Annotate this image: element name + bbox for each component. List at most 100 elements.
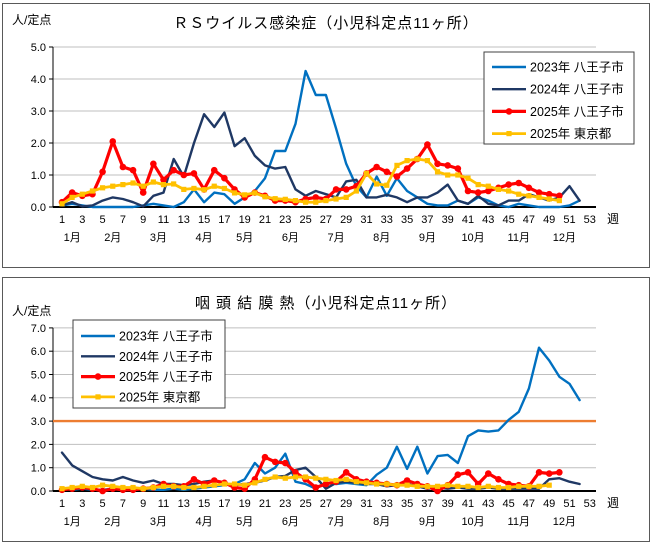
svg-text:41: 41 xyxy=(462,214,474,226)
x-axis-month-labels: 1月 2月 3月 4月 5月 6月 7月 8月 9月 10月 11月 12月 xyxy=(64,516,576,528)
svg-text:7: 7 xyxy=(120,214,126,226)
x-axis-month-labels: 1月 2月 3月 4月 5月 6月 7月 8月 9月 10月 11月 12月 xyxy=(64,232,576,244)
svg-text:51: 51 xyxy=(563,214,575,226)
svg-text:35: 35 xyxy=(401,214,413,226)
legend-item-2025-hachioji: 2025年 八王子市 xyxy=(81,369,213,384)
series-2025-tokyo-line xyxy=(59,474,552,492)
legend-item-2023-hachioji: 2023年 八王子市 xyxy=(492,60,624,75)
svg-text:1.0: 1.0 xyxy=(31,463,46,475)
svg-text:4.0: 4.0 xyxy=(31,74,46,86)
svg-text:35: 35 xyxy=(401,498,413,510)
svg-text:39: 39 xyxy=(442,498,454,510)
svg-text:13: 13 xyxy=(178,498,190,510)
svg-text:2025年 八王子市: 2025年 八王子市 xyxy=(119,369,213,384)
svg-text:17: 17 xyxy=(218,214,230,226)
svg-text:31: 31 xyxy=(360,498,372,510)
svg-text:33: 33 xyxy=(381,498,393,510)
svg-text:5月: 5月 xyxy=(236,232,253,244)
legend-item-2024-hachioji: 2024年 八王子市 xyxy=(492,82,624,97)
legend-item-2024-hachioji: 2024年 八王子市 xyxy=(81,349,213,364)
svg-text:51: 51 xyxy=(563,498,575,510)
legend-item-2023-hachioji: 2023年 八王子市 xyxy=(81,329,213,344)
svg-text:3.0: 3.0 xyxy=(31,416,46,428)
svg-text:4月: 4月 xyxy=(196,516,213,528)
svg-text:1月: 1月 xyxy=(64,516,81,528)
y-axis-tick-labels: 0.0 1.0 2.0 3.0 4.0 5.0 6.0 7.0 xyxy=(31,323,46,498)
svg-text:7.0: 7.0 xyxy=(31,323,46,335)
svg-text:53: 53 xyxy=(584,498,596,510)
svg-text:15: 15 xyxy=(198,498,210,510)
rs-virus-chart-plot: 0.01.02.03.04.05.01 3 5 7 9 11 13 15 17 19 21 23 25 2… xyxy=(31,42,635,244)
svg-text:4.0: 4.0 xyxy=(31,393,46,405)
series-2023-hachioji-line xyxy=(60,69,581,209)
svg-text:10月: 10月 xyxy=(461,516,484,528)
svg-text:15: 15 xyxy=(198,214,210,226)
x-axis-week-labels: 1 3 5 7 9 11 13 15 17 19 21 23 25 27 29 31 33 35 37 39 41 43 4… xyxy=(59,212,619,226)
svg-text:13: 13 xyxy=(178,214,190,226)
series-2025-tokyo-line xyxy=(59,156,562,207)
svg-text:2025年 東京都: 2025年 東京都 xyxy=(119,390,201,404)
svg-text:5.0: 5.0 xyxy=(31,370,46,382)
svg-text:29: 29 xyxy=(340,498,352,510)
svg-text:31: 31 xyxy=(360,214,372,226)
svg-text:2月: 2月 xyxy=(104,232,121,244)
pharyngoconjunctival-fever-chart-title: 咽 頭 結 膜 熱（小児科定点11ヶ所） xyxy=(194,295,458,312)
svg-text:7月: 7月 xyxy=(327,232,344,244)
svg-text:10月: 10月 xyxy=(461,232,484,244)
pharyngoconjunctival-fever-chart-plot: 0.01.02.03.04.05.06.07.01 3 5 7 9 11 13 15 17 19 2… xyxy=(31,319,619,528)
svg-text:2.0: 2.0 xyxy=(31,138,46,150)
svg-text:43: 43 xyxy=(482,214,494,226)
x-axis-unit-label: 週 xyxy=(607,212,619,226)
svg-text:41: 41 xyxy=(462,498,474,510)
svg-text:17: 17 xyxy=(218,498,230,510)
y-axis-unit-label: 人/定点 xyxy=(12,304,52,318)
svg-text:3月: 3月 xyxy=(150,232,167,244)
svg-text:2023年 八王子市: 2023年 八王子市 xyxy=(119,329,213,344)
legend-item-2025-tokyo: 2025年 東京都 xyxy=(81,390,201,404)
legend: 2023年 八王子市 2024年 八王子市 2025年 八王子市 2025年 東京都 xyxy=(72,319,226,409)
svg-text:5: 5 xyxy=(100,214,106,226)
svg-text:33: 33 xyxy=(381,214,393,226)
svg-text:9月: 9月 xyxy=(419,232,436,244)
svg-text:2.0: 2.0 xyxy=(31,439,46,451)
x-axis-week-labels: 1 3 5 7 9 11 13 15 17 19 21 23 25 27 29 31 33 35 37 39 41 43 4… xyxy=(59,496,619,510)
svg-text:45: 45 xyxy=(502,214,514,226)
svg-text:7月: 7月 xyxy=(327,516,344,528)
svg-text:4月: 4月 xyxy=(196,232,213,244)
svg-text:5.0: 5.0 xyxy=(31,42,46,54)
svg-text:6月: 6月 xyxy=(282,516,299,528)
svg-text:47: 47 xyxy=(523,214,535,226)
legend: 2023年 八王子市 2024年 八王子市 2025年 八王子市 2025年 東京都 xyxy=(483,51,635,145)
rs-virus-chart-title: ＲＳウイルス感染症（小児科定点11ヶ所） xyxy=(173,15,479,32)
pharyngoconjunctival-fever-chart-panel: 0.0 1.0 2.0 3.0 4.0 5.0 6.0 7.0 1 3 5 7 9 11 13 15 17 19 2… xyxy=(2,277,650,542)
svg-text:3: 3 xyxy=(79,498,85,510)
svg-text:6.0: 6.0 xyxy=(31,346,46,358)
svg-text:1月: 1月 xyxy=(64,232,81,244)
svg-text:25: 25 xyxy=(299,214,311,226)
svg-text:8月: 8月 xyxy=(373,232,390,244)
svg-text:0.0: 0.0 xyxy=(31,202,46,214)
rs-virus-chart-panel: 0.0 1.0 2.0 3.0 4.0 5.0 1 3 5 7 9 11 13 15 17 19 21 23 25 2… xyxy=(2,3,650,268)
svg-text:11月: 11月 xyxy=(508,516,530,528)
svg-text:1: 1 xyxy=(59,214,65,226)
svg-text:2月: 2月 xyxy=(104,516,121,528)
series-2025-hachioji-line xyxy=(58,138,563,206)
svg-text:8月: 8月 xyxy=(373,516,390,528)
svg-text:25: 25 xyxy=(299,498,311,510)
svg-text:2025年 八王子市: 2025年 八王子市 xyxy=(530,104,624,119)
svg-text:3.0: 3.0 xyxy=(31,106,46,118)
svg-text:9: 9 xyxy=(140,214,146,226)
svg-text:2023年 八王子市: 2023年 八王子市 xyxy=(530,60,624,75)
svg-text:21: 21 xyxy=(259,498,271,510)
svg-text:43: 43 xyxy=(482,498,494,510)
svg-text:37: 37 xyxy=(421,498,433,510)
svg-text:5月: 5月 xyxy=(236,516,253,528)
svg-text:11: 11 xyxy=(158,214,169,226)
svg-text:11: 11 xyxy=(158,498,169,510)
svg-text:47: 47 xyxy=(523,498,535,510)
svg-text:2024年 八王子市: 2024年 八王子市 xyxy=(530,82,624,97)
svg-text:21: 21 xyxy=(259,214,271,226)
svg-text:2024年 八王子市: 2024年 八王子市 xyxy=(119,349,213,364)
svg-text:1: 1 xyxy=(59,498,65,510)
